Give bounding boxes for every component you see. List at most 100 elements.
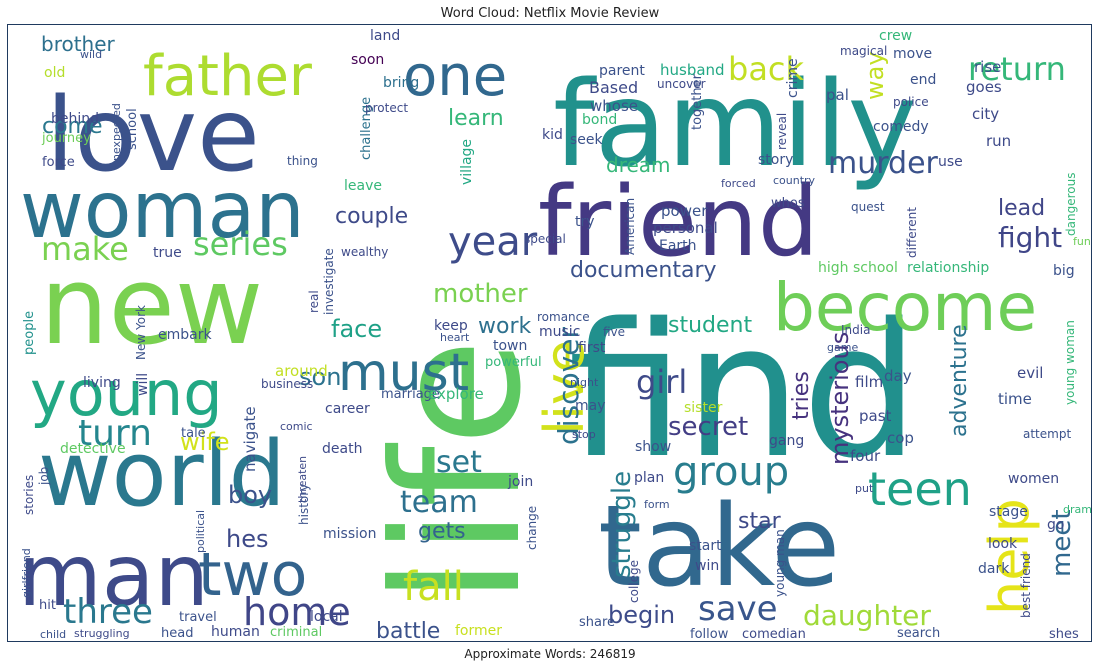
word-change: change — [525, 506, 539, 550]
word-struggling: struggling — [74, 627, 130, 640]
word-earth: Earth — [659, 238, 697, 254]
word-new: new — [40, 244, 263, 369]
word-gets: gets — [418, 519, 466, 544]
word-uncover: uncover — [657, 77, 706, 91]
word-keep: keep — [434, 318, 468, 334]
word-bond: bond — [582, 112, 617, 128]
word-local: local — [310, 609, 343, 625]
word-challenge: challenge — [359, 97, 374, 160]
word-around: around — [275, 362, 328, 380]
word-real: real — [307, 290, 321, 313]
word-love: love — [46, 76, 260, 195]
word-threaten: threaten — [296, 456, 309, 503]
word-explore: explore — [428, 385, 484, 403]
word-daughter: daughter — [803, 599, 931, 632]
word-turn: turn — [78, 413, 152, 454]
word-detective: detective — [60, 441, 126, 457]
word-save: save — [698, 589, 778, 629]
word-young-woman: young woman — [1063, 320, 1077, 405]
word-return: return — [968, 50, 1066, 88]
word-fun: fun — [1073, 235, 1091, 248]
word-come: come — [42, 114, 103, 139]
word-help: help — [978, 498, 1041, 615]
word-girl: girl — [636, 363, 687, 401]
word-friend: friend — [538, 166, 819, 278]
word-mother: mother — [433, 279, 528, 309]
word-murder: murder — [828, 146, 939, 181]
word-heart: heart — [440, 331, 470, 344]
word-political: political — [194, 510, 207, 553]
word-crew: crew — [879, 28, 912, 44]
word-learn: learn — [448, 106, 504, 131]
word-film: film — [855, 373, 883, 391]
word-parent: parent — [599, 63, 645, 79]
word-take: take — [598, 482, 840, 612]
word-form: form — [644, 498, 670, 511]
word-human: human — [211, 624, 260, 640]
word-comedian: comedian — [742, 627, 806, 642]
word-music: music — [539, 324, 580, 340]
word-life: life — [357, 338, 560, 605]
word-investigate: investigate — [322, 248, 336, 315]
word-magical: magical — [840, 44, 887, 58]
word-find: find — [568, 283, 919, 499]
word-country: country — [773, 174, 816, 187]
word-battle: battle — [376, 619, 440, 642]
word-wild: wild — [80, 48, 102, 61]
word-rise: rise — [974, 58, 1001, 76]
word-look: look — [988, 536, 1018, 552]
word-attempt: attempt — [1023, 427, 1071, 441]
word-pal: pal — [826, 86, 849, 104]
word-move: move — [893, 46, 932, 62]
word-one: one — [403, 44, 507, 109]
word-mysterious: mysterious — [826, 332, 854, 465]
word-living: living — [83, 375, 121, 391]
word-business: business — [261, 377, 313, 391]
word-unexpected: unexpected — [110, 103, 123, 168]
word-bring: bring — [383, 75, 419, 91]
word-cloud-frame: find life family new take love friend world man w… — [7, 24, 1092, 642]
word-relationship: relationship — [907, 260, 989, 276]
word-dangerous: dangerous — [1064, 173, 1078, 236]
word-family: family — [553, 55, 917, 193]
approximate-words-caption: Approximate Words: 246819 — [464, 647, 636, 661]
word-land: land — [370, 28, 400, 44]
word-back: back — [728, 50, 805, 88]
word-past: past — [859, 407, 892, 425]
word-cop: cop — [887, 429, 914, 447]
word-true: true — [153, 245, 182, 261]
word-live: live — [533, 340, 596, 435]
word-teen: teen — [868, 462, 972, 516]
word-former: former — [455, 623, 502, 639]
word-behind: behind — [51, 111, 99, 127]
word-day: day — [884, 367, 912, 385]
word-meet: meet — [1047, 509, 1077, 577]
word-two: two — [198, 540, 307, 610]
word-stage: stage — [989, 504, 1028, 520]
word-husband: husband — [660, 61, 725, 79]
word-may: may — [575, 398, 606, 414]
word-special: special — [524, 232, 566, 246]
word-show: show — [635, 439, 671, 455]
word-young-man: young man — [773, 529, 787, 597]
word-protect: protect — [365, 101, 408, 115]
word-big: big — [1053, 263, 1075, 279]
word-series: series — [193, 225, 288, 263]
word-shes: shes — [1049, 627, 1079, 642]
word-work: work — [478, 314, 531, 339]
word-tale: tale — [181, 426, 206, 441]
word-try: try — [575, 214, 595, 230]
word-quest: quest — [851, 200, 885, 214]
word-seek: seek — [570, 132, 604, 148]
word-police: police — [893, 95, 929, 109]
word-india: India — [841, 323, 870, 337]
word-leave: leave — [344, 178, 382, 194]
word-evil: evil — [1017, 364, 1043, 382]
word-girlfriend: girlfriend — [20, 548, 33, 598]
word-become: become — [773, 269, 1037, 346]
word-run: run — [986, 132, 1011, 150]
word-three: three — [63, 592, 153, 632]
word-night: night — [570, 376, 599, 389]
word-time: time — [998, 390, 1032, 408]
word-village: village — [459, 139, 475, 185]
